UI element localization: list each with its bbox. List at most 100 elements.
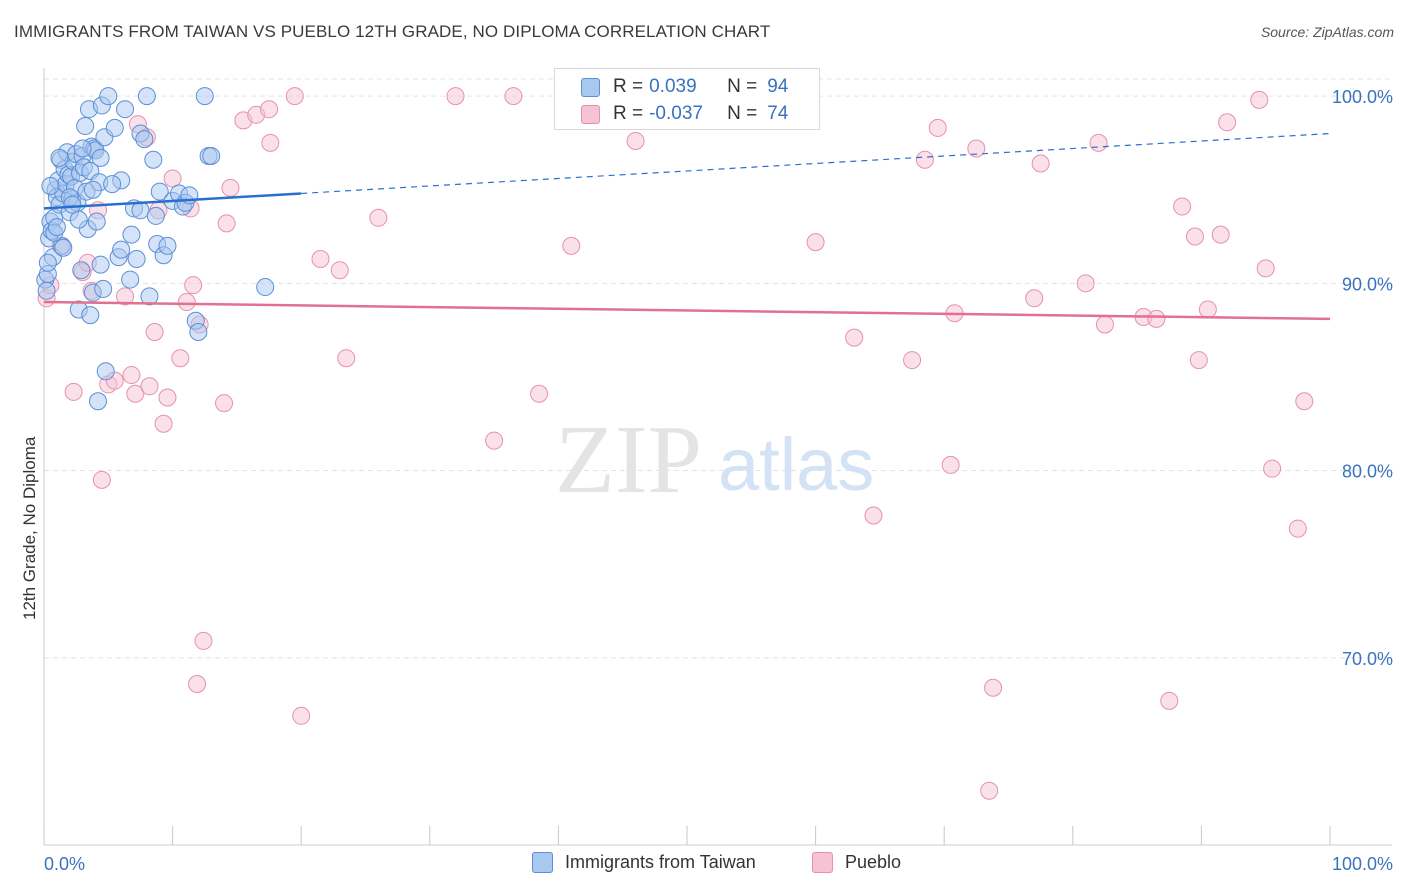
pueblo-point <box>864 506 883 525</box>
legend-row-taiwan: R = 0.039 N = 94 <box>581 75 788 99</box>
pueblo-point <box>126 384 145 403</box>
pueblo-point <box>194 631 213 650</box>
pueblo-point <box>92 470 111 489</box>
pueblo-point <box>1189 351 1208 370</box>
taiwan-point <box>135 130 154 149</box>
taiwan-point <box>137 87 156 106</box>
pueblo-point <box>1256 259 1275 278</box>
pueblo-point <box>530 384 549 403</box>
taiwan-point <box>144 150 163 169</box>
y-tick-label: 80.0% <box>1342 462 1393 482</box>
taiwan-point <box>195 87 214 106</box>
taiwan-point <box>73 139 92 158</box>
pueblo-point <box>260 100 279 119</box>
pueblo-legend-label: Pueblo <box>845 852 902 872</box>
taiwan-point <box>54 238 73 257</box>
r-label: R = <box>613 103 644 124</box>
pueblo-point <box>158 388 177 407</box>
watermark-atlas: atlas <box>718 423 874 506</box>
axes <box>43 68 1392 846</box>
taiwan-point <box>50 148 69 167</box>
r-label: R = <box>613 76 644 97</box>
y-axis-label: 12th Grade, No Diploma <box>20 436 39 620</box>
taiwan-point <box>41 176 60 195</box>
pueblo-point <box>446 87 465 106</box>
taiwan-point <box>89 392 108 411</box>
taiwan-point <box>72 261 91 280</box>
taiwan-point <box>127 249 146 268</box>
legend-row-pueblo: R = -0.037 N = 74 <box>581 102 788 126</box>
taiwan-point <box>158 236 177 255</box>
pueblo-point <box>806 233 825 252</box>
pueblo-point <box>1147 309 1166 328</box>
pueblo-point <box>984 678 1003 697</box>
pueblo-point <box>1218 113 1237 132</box>
legend-item-pueblo[interactable]: Pueblo <box>812 852 901 873</box>
pueblo-r-value: -0.037 <box>649 103 703 124</box>
pueblo-point <box>188 674 207 693</box>
chart-title: IMMIGRANTS FROM TAIWAN VS PUEBLO 12TH GR… <box>14 22 771 41</box>
pueblo-point <box>915 150 934 169</box>
pueblo-point <box>1160 691 1179 710</box>
pueblo-point <box>1025 289 1044 308</box>
legend-item-taiwan[interactable]: Immigrants from Taiwan <box>532 852 756 873</box>
taiwan-point <box>116 100 135 119</box>
pueblo-point <box>311 249 330 268</box>
taiwan-trend-dashed <box>301 132 1331 195</box>
grid-lines <box>44 78 1392 659</box>
taiwan-point <box>103 175 122 194</box>
pueblo-point <box>64 382 83 401</box>
pueblo-point <box>184 276 203 295</box>
pueblo-point <box>140 377 159 396</box>
pueblo-point <box>504 87 523 106</box>
y-tick-label: 90.0% <box>1342 274 1393 294</box>
pueblo-point <box>337 349 356 368</box>
pueblo-point <box>221 178 240 197</box>
taiwan-point <box>146 206 165 225</box>
taiwan-point <box>63 195 82 214</box>
y-tick-label: 70.0% <box>1342 649 1393 669</box>
pueblo-point <box>145 322 164 341</box>
pueblo-point <box>122 366 141 385</box>
source-label: Source: ZipAtlas.com <box>1260 24 1394 40</box>
taiwan-point <box>96 362 115 381</box>
pueblo-point <box>967 139 986 158</box>
pueblo-point <box>1211 225 1230 244</box>
pueblo-point <box>369 208 388 227</box>
taiwan-points <box>36 87 275 411</box>
pueblo-point <box>177 293 196 312</box>
pueblo-swatch <box>581 104 600 124</box>
tick-labels: 70.0% 80.0% 90.0% 100.0% 0.0% 100.0% <box>44 87 1393 874</box>
pueblo-point <box>215 394 234 413</box>
taiwan-point <box>91 255 110 274</box>
taiwan-point <box>202 146 221 165</box>
taiwan-point <box>105 118 124 137</box>
pueblo-legend-swatch <box>812 852 833 873</box>
pueblo-point <box>330 261 349 280</box>
taiwan-point <box>81 306 100 325</box>
taiwan-point <box>76 117 95 136</box>
pueblo-point <box>980 781 999 800</box>
taiwan-point <box>38 253 57 272</box>
x-tick-label: 0.0% <box>44 854 85 874</box>
pueblo-point <box>1295 392 1314 411</box>
pueblo-point <box>626 132 645 151</box>
pueblo-point <box>941 455 960 474</box>
taiwan-point <box>140 287 159 306</box>
taiwan-point <box>37 281 56 300</box>
taiwan-point <box>122 225 141 244</box>
trend-lines <box>43 132 1331 321</box>
pueblo-point <box>1173 197 1192 216</box>
taiwan-point <box>256 278 275 297</box>
pueblo-point <box>562 236 581 255</box>
pueblo-point <box>1089 133 1108 152</box>
pueblo-point <box>154 414 173 433</box>
taiwan-point <box>99 87 118 106</box>
pueblo-point <box>903 351 922 370</box>
pueblo-point <box>1263 459 1282 478</box>
taiwan-point <box>189 322 208 341</box>
x-tick-label: 100.0% <box>1332 854 1393 874</box>
stats-legend: R = 0.039 N = 94 R = -0.037 N = 74 <box>554 68 820 130</box>
watermark-zip: ZIP <box>555 406 702 514</box>
